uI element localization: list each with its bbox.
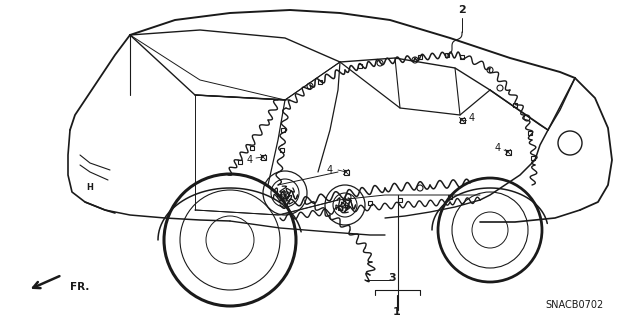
- Bar: [398, 198, 402, 202]
- Bar: [513, 103, 517, 107]
- Bar: [531, 156, 535, 160]
- Bar: [281, 128, 285, 132]
- Bar: [460, 117, 465, 122]
- Bar: [280, 148, 284, 152]
- Bar: [368, 201, 372, 205]
- Text: SNACB0702: SNACB0702: [546, 300, 604, 310]
- Bar: [344, 169, 349, 174]
- Text: 4: 4: [327, 165, 333, 175]
- Text: 3: 3: [388, 273, 396, 283]
- Text: 4: 4: [247, 155, 253, 165]
- Bar: [318, 80, 322, 84]
- Bar: [506, 150, 511, 154]
- Bar: [238, 160, 242, 164]
- Bar: [445, 53, 449, 57]
- Bar: [528, 131, 532, 135]
- Text: 1: 1: [393, 307, 401, 317]
- Bar: [358, 64, 362, 68]
- Text: FR.: FR.: [70, 282, 90, 292]
- Bar: [260, 154, 266, 160]
- Text: 2: 2: [458, 5, 466, 15]
- Text: 4: 4: [469, 113, 475, 123]
- Text: H: H: [86, 183, 93, 192]
- Bar: [448, 195, 452, 199]
- Bar: [338, 206, 342, 210]
- Bar: [460, 55, 464, 59]
- Bar: [418, 55, 422, 59]
- Text: 4: 4: [495, 143, 501, 153]
- Bar: [250, 146, 254, 150]
